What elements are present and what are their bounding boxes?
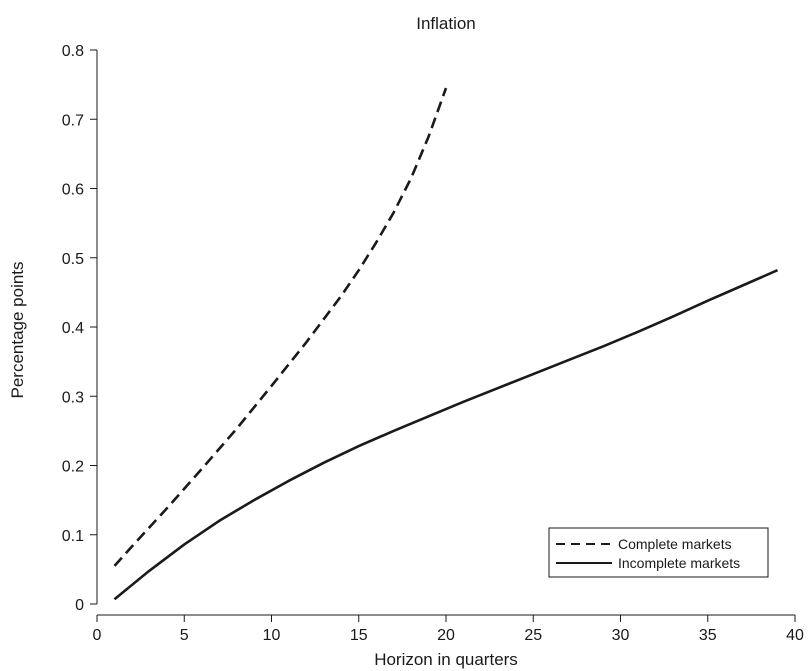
y-tick-label: 0 (75, 597, 84, 614)
x-tick-label: 30 (612, 627, 630, 644)
x-tick-label: 40 (786, 627, 804, 644)
x-tick-label: 15 (350, 627, 368, 644)
legend-box (548, 527, 769, 578)
series-line-incomplete-markets (113, 269, 779, 601)
x-tick-label: 25 (524, 627, 542, 644)
y-tick-label: 0.1 (62, 528, 84, 545)
y-tick-label: 0.5 (62, 251, 84, 268)
x-tick-label: 35 (699, 627, 717, 644)
y-tick-label: 0.8 (62, 43, 84, 60)
legend-label-incomplete-markets: Incomplete markets (618, 555, 740, 571)
plot-area (113, 87, 779, 601)
x-tick-label: 10 (263, 627, 281, 644)
x-tick-label: 0 (93, 627, 102, 644)
y-tick-label: 0.4 (62, 320, 84, 337)
series-line-complete-markets (113, 87, 448, 567)
axes: 0 0.1 0.2 0.3 0.4 0.5 0.6 0.7 0.8 0 5 10 15 20 25 30 35 4… (62, 43, 804, 644)
x-tick-label: 20 (437, 627, 455, 644)
y-tick-label: 0.6 (62, 182, 84, 199)
y-axis-label: Percentage points (8, 261, 27, 398)
x-tick-label: 5 (180, 627, 189, 644)
legend: Complete markets Incomplete markets (548, 527, 769, 578)
legend-label-complete-markets: Complete markets (618, 536, 732, 552)
chart-title: Inflation (416, 14, 476, 33)
y-tick-label: 0.7 (62, 112, 84, 129)
y-tick-label: 0.3 (62, 389, 84, 406)
y-tick-label: 0.2 (62, 459, 84, 476)
x-axis-label: Horizon in quarters (374, 650, 518, 669)
